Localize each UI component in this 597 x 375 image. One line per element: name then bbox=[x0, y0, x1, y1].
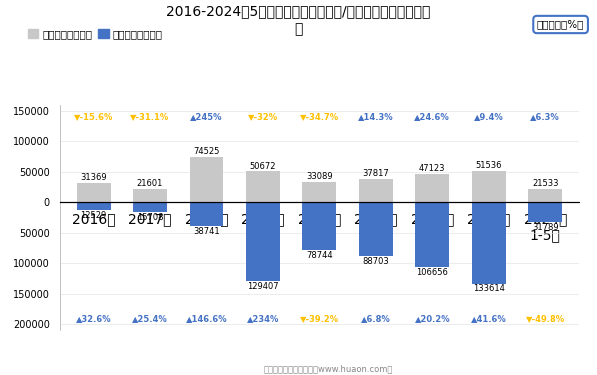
Bar bbox=[359, 202, 393, 256]
Text: 88703: 88703 bbox=[362, 257, 389, 266]
Text: ▼-31.1%: ▼-31.1% bbox=[130, 112, 170, 121]
Text: ▲24.6%: ▲24.6% bbox=[414, 112, 450, 121]
Text: 21533: 21533 bbox=[532, 179, 558, 188]
Text: ▲9.4%: ▲9.4% bbox=[474, 112, 504, 121]
Text: ▲6.8%: ▲6.8% bbox=[361, 314, 390, 323]
Text: ▼-34.7%: ▼-34.7% bbox=[300, 112, 339, 121]
Text: 78744: 78744 bbox=[306, 251, 333, 260]
Text: 同比增速（%）: 同比增速（%） bbox=[537, 20, 584, 30]
Bar bbox=[416, 202, 450, 267]
Text: ▲6.3%: ▲6.3% bbox=[530, 112, 560, 121]
Bar bbox=[472, 171, 506, 202]
Text: 74525: 74525 bbox=[193, 147, 220, 156]
Bar bbox=[76, 183, 110, 202]
Bar bbox=[303, 202, 336, 250]
Text: 21601: 21601 bbox=[137, 179, 163, 188]
Text: 31789: 31789 bbox=[532, 222, 559, 231]
Bar bbox=[133, 189, 167, 202]
Bar bbox=[133, 202, 167, 212]
Text: ▲14.3%: ▲14.3% bbox=[358, 112, 393, 121]
Bar bbox=[246, 202, 280, 281]
Text: ▼-15.6%: ▼-15.6% bbox=[74, 112, 113, 121]
Bar bbox=[528, 202, 562, 222]
Text: 50672: 50672 bbox=[250, 162, 276, 171]
Text: 2016-2024年5月广元市（境内目的地/货源地）进、出口额统
计: 2016-2024年5月广元市（境内目的地/货源地）进、出口额统 计 bbox=[167, 4, 430, 36]
Bar bbox=[359, 179, 393, 202]
Bar bbox=[190, 157, 223, 202]
Text: 31369: 31369 bbox=[80, 173, 107, 182]
Text: 33089: 33089 bbox=[306, 172, 333, 181]
Text: ▲146.6%: ▲146.6% bbox=[186, 314, 227, 323]
Text: ▲41.6%: ▲41.6% bbox=[471, 314, 507, 323]
Legend: 出口额（千美元）, 进口额（千美元）: 出口额（千美元）, 进口额（千美元） bbox=[23, 25, 167, 43]
Bar bbox=[246, 171, 280, 202]
Text: ▼-32%: ▼-32% bbox=[248, 112, 278, 121]
Text: ▲32.6%: ▲32.6% bbox=[76, 314, 112, 323]
Text: 47123: 47123 bbox=[419, 164, 445, 173]
Text: 133614: 133614 bbox=[473, 285, 504, 294]
Bar bbox=[76, 202, 110, 210]
Text: 制图：华经产业研究院（www.huaon.com）: 制图：华经产业研究院（www.huaon.com） bbox=[264, 364, 393, 373]
Text: 106656: 106656 bbox=[416, 268, 448, 277]
Text: 15708: 15708 bbox=[137, 213, 163, 222]
Bar bbox=[416, 174, 450, 202]
Text: 51536: 51536 bbox=[476, 161, 502, 170]
Bar bbox=[472, 202, 506, 284]
Text: ▲20.2%: ▲20.2% bbox=[414, 314, 450, 323]
Text: 37817: 37817 bbox=[362, 170, 389, 178]
Text: ▼-49.8%: ▼-49.8% bbox=[525, 314, 565, 323]
Text: ▼-39.2%: ▼-39.2% bbox=[300, 314, 339, 323]
Text: ▲234%: ▲234% bbox=[247, 314, 279, 323]
Bar bbox=[528, 189, 562, 202]
Text: ▲25.4%: ▲25.4% bbox=[132, 314, 168, 323]
Text: ▲245%: ▲245% bbox=[190, 112, 223, 121]
Text: 38741: 38741 bbox=[193, 227, 220, 236]
Bar bbox=[303, 182, 336, 202]
Bar bbox=[190, 202, 223, 226]
Text: 129407: 129407 bbox=[247, 282, 279, 291]
Text: 12529: 12529 bbox=[81, 211, 107, 220]
